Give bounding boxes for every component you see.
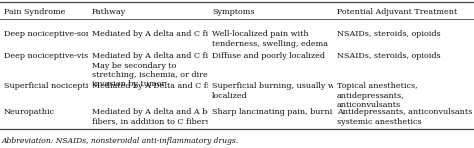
Text: Deep nociceptive-somatic: Deep nociceptive-somatic bbox=[4, 30, 109, 38]
Text: Deep nociceptive-visceral: Deep nociceptive-visceral bbox=[4, 52, 109, 60]
Text: Antidepressants, anticonvulsants,
systemic anesthetics: Antidepressants, anticonvulsants, system… bbox=[337, 108, 474, 126]
Text: NSAIDs, steroids, opioids: NSAIDs, steroids, opioids bbox=[337, 52, 441, 60]
Text: Symptoms: Symptoms bbox=[212, 8, 255, 16]
Text: Superficial burning, usually well
localized: Superficial burning, usually well locali… bbox=[212, 82, 345, 99]
Text: Sharp lancinating pain, burning: Sharp lancinating pain, burning bbox=[212, 108, 343, 116]
Text: Potential Adjuvant Treatment: Potential Adjuvant Treatment bbox=[337, 8, 457, 16]
Text: Neuropathic: Neuropathic bbox=[4, 108, 55, 116]
Text: Pathway: Pathway bbox=[92, 8, 126, 16]
Text: Diffuse and poorly localized: Diffuse and poorly localized bbox=[212, 52, 325, 60]
Text: NSAIDs, steroids, opioids: NSAIDs, steroids, opioids bbox=[337, 30, 441, 38]
Text: Mediated by A delta and A beta
fibers, in addition to C fibers: Mediated by A delta and A beta fibers, i… bbox=[92, 108, 220, 126]
Text: Pain Syndrome: Pain Syndrome bbox=[4, 8, 65, 16]
Text: Mediated by A delta and C fibers.
May be secondary to
stretching, ischemia, or d: Mediated by A delta and C fibers. May be… bbox=[92, 52, 228, 89]
Text: Abbreviation: NSAIDs, nonsteroidal anti-inflammatory drugs.: Abbreviation: NSAIDs, nonsteroidal anti-… bbox=[2, 137, 239, 145]
Text: Superficial nociceptive: Superficial nociceptive bbox=[4, 82, 98, 90]
Text: Mediated by A Delta and C fibers: Mediated by A Delta and C fibers bbox=[92, 82, 227, 90]
Text: Topical anesthetics,
antidepressants,
anticonvulsants: Topical anesthetics, antidepressants, an… bbox=[337, 82, 418, 109]
Text: Mediated by A delta and C fibers: Mediated by A delta and C fibers bbox=[92, 30, 226, 38]
Text: Well-localized pain with
tenderness, swelling, edema: Well-localized pain with tenderness, swe… bbox=[212, 30, 328, 48]
